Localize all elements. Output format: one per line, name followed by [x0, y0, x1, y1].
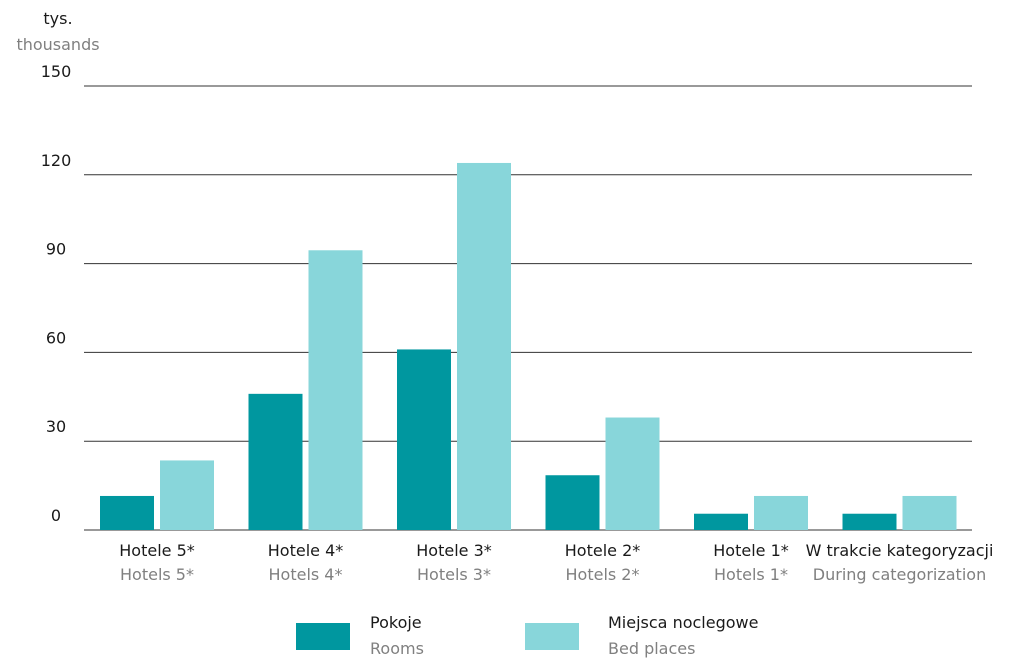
x-category-label-en: Hotels 1*	[714, 565, 788, 584]
y-tick-label: 90	[46, 240, 66, 259]
x-category-label-en: Hotels 3*	[417, 565, 491, 584]
bar-bed-places-0	[160, 460, 214, 530]
y-tick-label: 120	[41, 151, 72, 170]
x-category-label-pl: Hotele 3*	[416, 541, 492, 560]
legend-swatch-bed-places	[525, 623, 579, 650]
x-category-label-pl: W trakcie kategoryzacji	[806, 541, 994, 560]
unit-label-en: thousands	[16, 35, 99, 54]
legend-label-bed-places-pl: Miejsca noclegowe	[608, 613, 758, 632]
legend: Pokoje Rooms Miejsca noclegowe Bed place…	[296, 613, 758, 658]
legend-label-rooms-en: Rooms	[370, 639, 424, 658]
y-axis-unit-label: tys. thousands	[16, 9, 99, 54]
bar-rooms-3	[545, 475, 600, 530]
legend-label-rooms-pl: Pokoje	[370, 613, 422, 632]
bar-rooms-5	[842, 513, 897, 530]
y-tick-label: 0	[51, 506, 61, 525]
y-axis-ticks: 0 30 60 90 120 150	[41, 62, 72, 525]
y-tick-label: 30	[46, 417, 66, 436]
x-category-label-en: Hotels 4*	[269, 565, 343, 584]
x-category-label-en: Hotels 2*	[566, 565, 640, 584]
x-category-label-pl: Hotele 2*	[565, 541, 641, 560]
bar-bed-places-4	[754, 495, 808, 530]
bar-rooms-4	[694, 513, 748, 530]
legend-swatch-rooms	[296, 623, 350, 650]
x-category-label-pl: Hotele 4*	[268, 541, 344, 560]
y-tick-label: 60	[46, 328, 66, 347]
bar-rooms-1	[248, 393, 303, 530]
x-category-label-en: During categorization	[813, 565, 986, 584]
bars	[100, 162, 957, 530]
bar-rooms-2	[397, 349, 451, 530]
x-axis-labels: Hotele 5* Hotels 5* Hotele 4* Hotels 4* Hote…	[119, 541, 993, 584]
x-category-label-en: Hotels 5*	[120, 565, 194, 584]
gridlines	[84, 85, 972, 531]
bar-bed-places-3	[605, 417, 660, 530]
y-tick-label: 150	[41, 62, 72, 81]
legend-label-bed-places-en: Bed places	[608, 639, 695, 658]
x-category-label-pl: Hotele 5*	[119, 541, 195, 560]
bar-bed-places-2	[457, 162, 511, 530]
bar-bed-places-1	[308, 250, 363, 530]
x-category-label-pl: Hotele 1*	[713, 541, 789, 560]
bar-bed-places-5	[902, 495, 957, 530]
bar-rooms-0	[100, 495, 154, 530]
unit-label-pl: tys.	[43, 9, 72, 28]
